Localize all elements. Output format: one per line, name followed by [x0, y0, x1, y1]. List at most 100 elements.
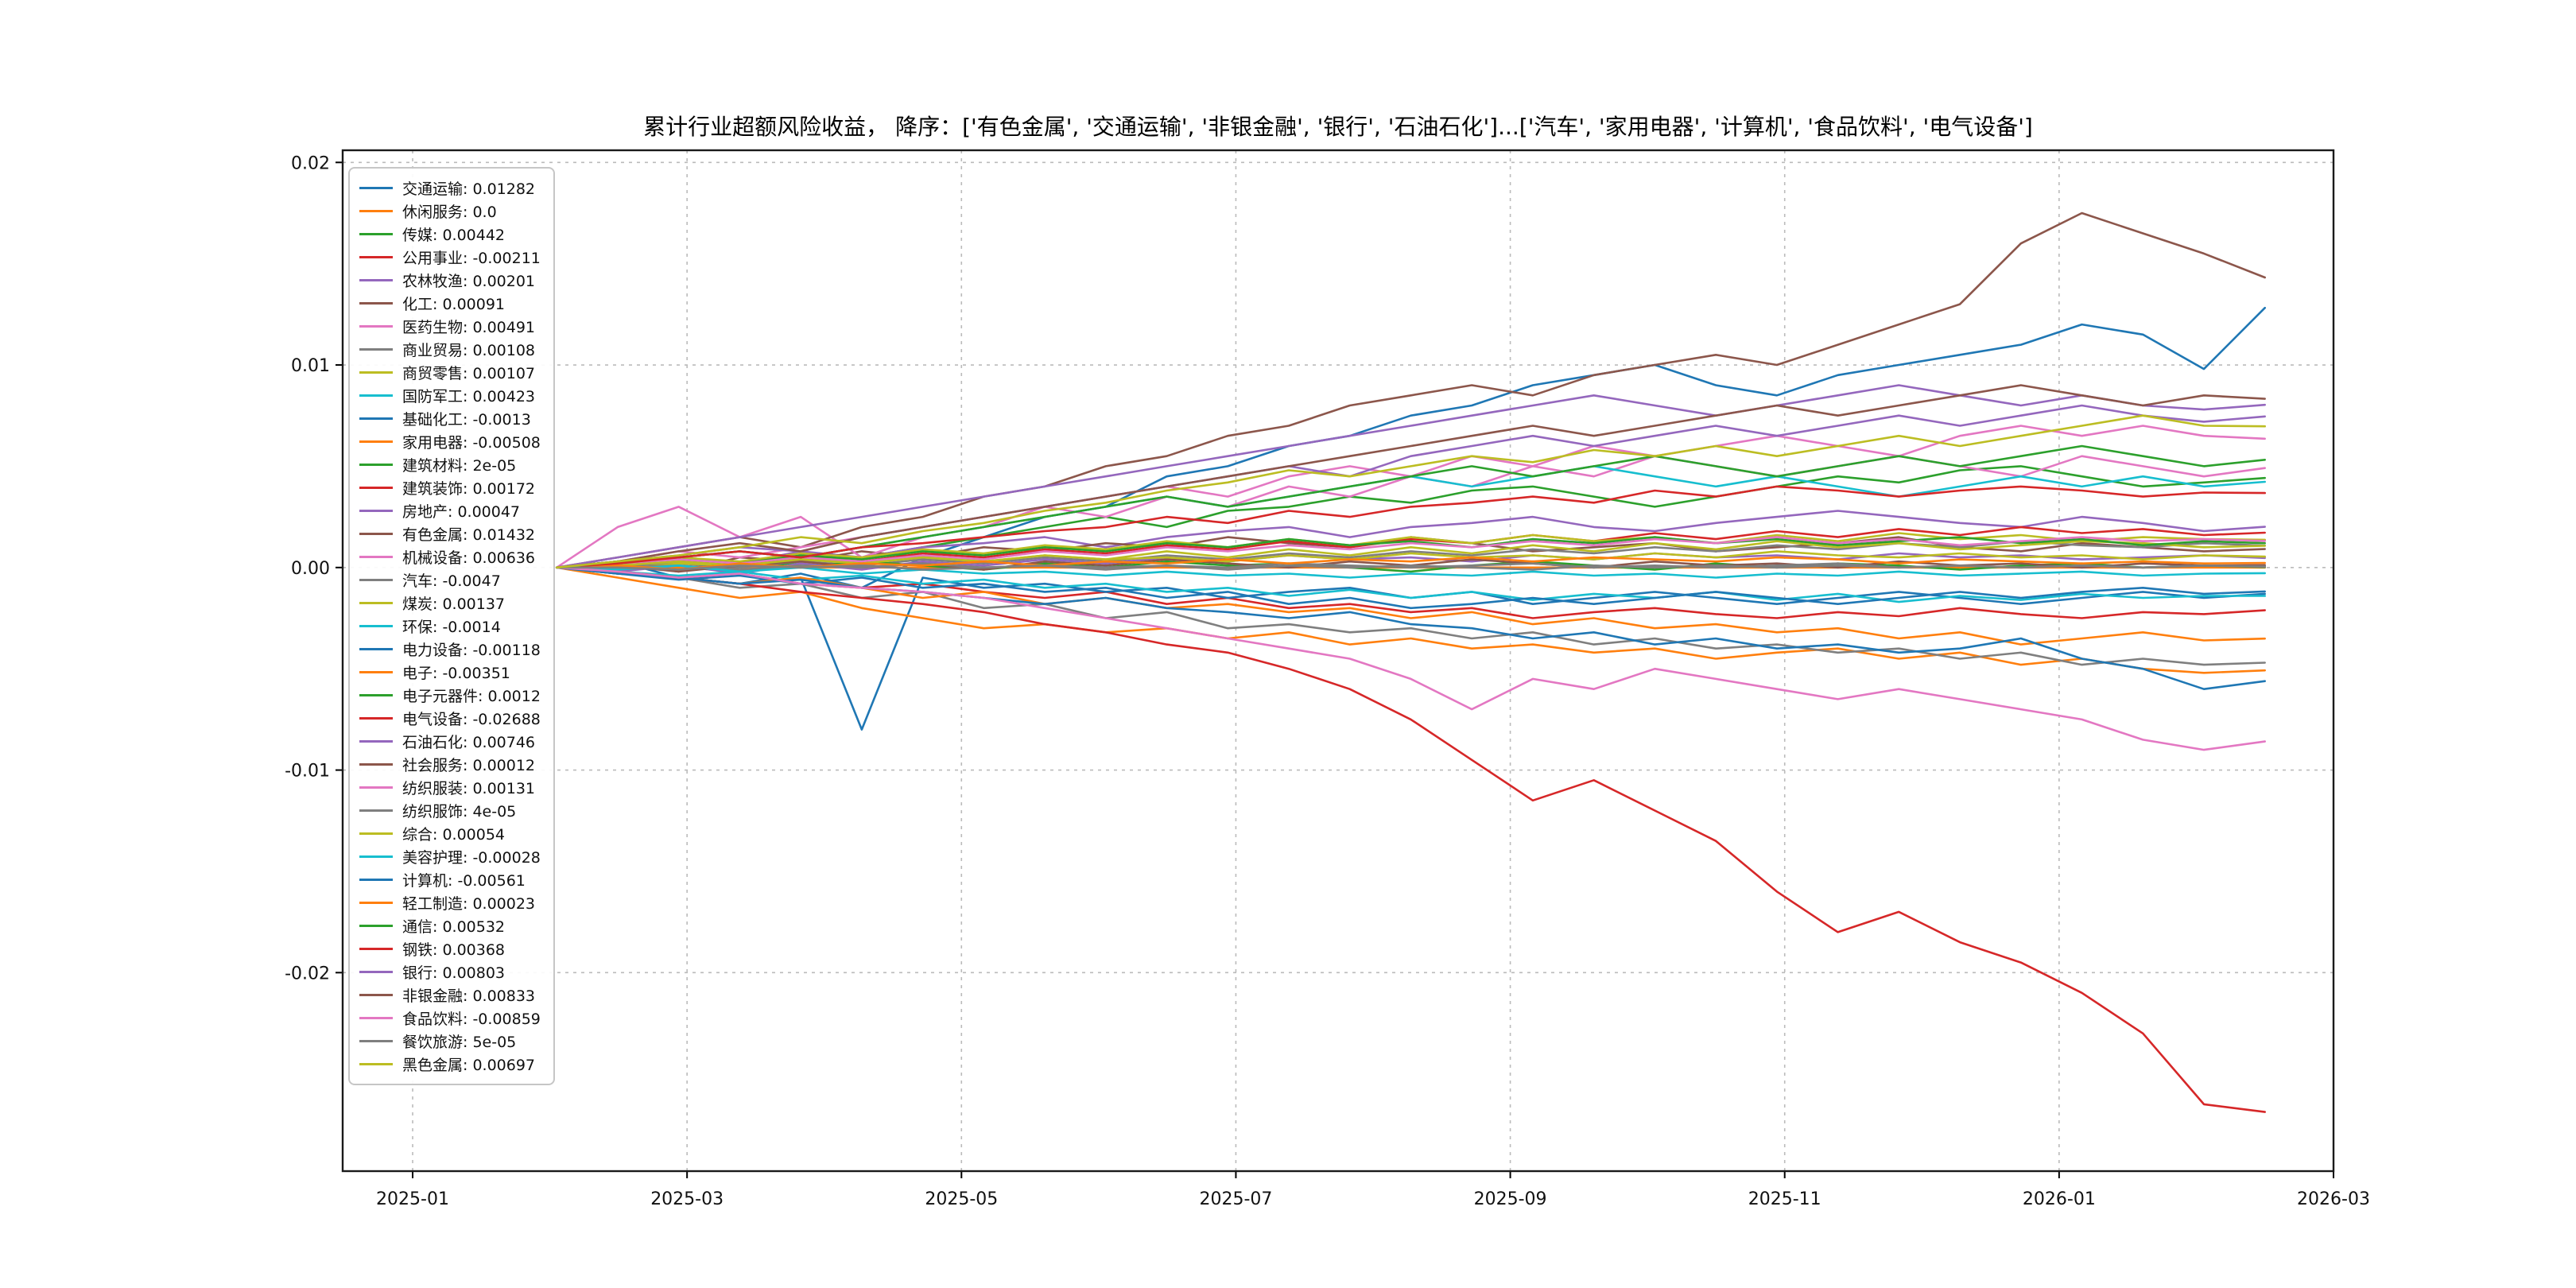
legend-label: 社会服务: 0.00012	[402, 757, 536, 774]
legend-line-swatch	[359, 740, 393, 743]
legend-label: 石油石化: 0.00746	[402, 734, 536, 751]
legend-label: 综合: 0.00054	[402, 826, 506, 844]
series-line-电力设备	[555, 566, 2266, 610]
legend-line-swatch	[359, 994, 393, 996]
legend-item: 国防军工: 0.00423	[359, 384, 541, 407]
axes-border	[341, 149, 2335, 1173]
series-line-纺织服装	[555, 536, 2266, 569]
legend-label: 轻工制造: 0.00023	[402, 895, 536, 913]
legend-line-swatch	[359, 579, 393, 581]
legend-item: 电子元器件: 0.0012	[359, 684, 541, 707]
legend-item: 社会服务: 0.00012	[359, 753, 541, 776]
legend-line-swatch	[359, 533, 393, 535]
legend-line-swatch	[359, 763, 393, 766]
legend-line-swatch	[359, 717, 393, 720]
legend-line-swatch	[359, 902, 393, 904]
y-tick-label: 0.00	[291, 559, 330, 579]
legend-label: 国防军工: 0.00423	[402, 388, 536, 405]
legend-line-swatch	[359, 809, 393, 812]
legend-label: 机械设备: 0.00636	[402, 549, 536, 567]
legend-label: 银行: 0.00803	[402, 964, 506, 982]
legend-line-swatch	[359, 625, 393, 627]
legend-label: 房地产: 0.00047	[402, 503, 521, 521]
legend-line-swatch	[359, 279, 393, 281]
legend-line-swatch	[359, 302, 393, 305]
series-line-建筑材料	[555, 560, 2266, 573]
legend-line-swatch	[359, 694, 393, 696]
series-line-汽车	[555, 566, 2266, 666]
legend-label: 电气设备: -0.02688	[402, 711, 541, 728]
series-line-基础化工	[555, 566, 2266, 731]
legend-item: 食品饮料: -0.00859	[359, 1007, 541, 1030]
legend-line-swatch	[359, 855, 393, 858]
y-tick-label: 0.02	[291, 153, 330, 173]
legend-label: 环保: -0.0014	[402, 619, 501, 636]
legend-label: 美容护理: -0.00028	[402, 849, 541, 867]
legend-item: 钢铁: 0.00368	[359, 937, 541, 960]
x-tick-label: 2025-07	[1199, 1189, 1272, 1209]
legend-line-swatch	[359, 1040, 393, 1042]
series-line-电子元器件	[555, 536, 2266, 569]
legend-line-swatch	[359, 325, 393, 328]
series-line-煤炭	[555, 532, 2266, 569]
x-tick-label: 2026-01	[2023, 1189, 2096, 1209]
legend-item: 纺织服饰: 4e-05	[359, 799, 541, 822]
legend-item: 化工: 0.00091	[359, 292, 541, 315]
legend-label: 建筑材料: 2e-05	[402, 457, 517, 475]
legend-line-swatch	[359, 510, 393, 512]
legend: 交通运输: 0.01282 休闲服务: 0.0 传媒: 0.00442 公用事业: -…	[348, 167, 555, 1085]
legend-item: 建筑装饰: 0.00172	[359, 476, 541, 499]
legend-line-swatch	[359, 1017, 393, 1019]
legend-item: 非银金融: 0.00833	[359, 983, 541, 1007]
series-line-轻工制造	[555, 556, 2266, 571]
legend-item: 电力设备: -0.00118	[359, 638, 541, 661]
legend-label: 通信: 0.00532	[402, 918, 506, 936]
legend-item: 基础化工: -0.0013	[359, 407, 541, 430]
legend-line-swatch	[359, 487, 393, 489]
legend-label: 纺织服装: 0.00131	[402, 780, 536, 797]
chart-title: 累计行业超额风险收益， 降序：['有色金属', '交通运输', '非银金融', …	[643, 114, 2033, 140]
legend-label: 黑色金属: 0.00697	[402, 1057, 536, 1074]
y-tick-label: -0.02	[285, 964, 330, 983]
legend-item: 环保: -0.0014	[359, 615, 541, 638]
x-tick-label: 2025-05	[925, 1189, 998, 1209]
series-line-环保	[555, 566, 2266, 603]
legend-label: 计算机: -0.00561	[402, 872, 526, 890]
legend-item: 电子: -0.00351	[359, 661, 541, 684]
legend-item: 煤炭: 0.00137	[359, 592, 541, 615]
legend-line-swatch	[359, 417, 393, 420]
legend-item: 农林牧渔: 0.00201	[359, 269, 541, 292]
legend-item: 餐饮旅游: 5e-05	[359, 1030, 541, 1053]
legend-line-swatch	[359, 348, 393, 351]
y-tick-label: -0.01	[285, 762, 330, 782]
x-tick-label: 2025-11	[1748, 1189, 1821, 1209]
legend-label: 电子: -0.00351	[402, 665, 510, 682]
legend-line-swatch	[359, 1063, 393, 1065]
legend-label: 汽车: -0.0047	[402, 572, 501, 590]
series-line-交通运输	[555, 306, 2266, 589]
legend-item: 黑色金属: 0.00697	[359, 1053, 541, 1076]
legend-line-swatch	[359, 440, 393, 443]
legend-label: 电子元器件: 0.0012	[402, 688, 541, 705]
legend-line-swatch	[359, 210, 393, 212]
legend-label: 有色金属: 0.01432	[402, 526, 536, 544]
legend-label: 钢铁: 0.00368	[402, 941, 506, 959]
series-line-综合	[555, 550, 2266, 569]
legend-label: 化工: 0.00091	[402, 296, 506, 313]
legend-item: 轻工制造: 0.00023	[359, 891, 541, 914]
legend-item: 传媒: 0.00442	[359, 223, 541, 246]
legend-label: 商贸零售: 0.00107	[402, 365, 536, 382]
series-line-有色金属	[555, 211, 2266, 569]
legend-item: 建筑材料: 2e-05	[359, 453, 541, 476]
legend-label: 非银金融: 0.00833	[402, 987, 536, 1005]
legend-line-swatch	[359, 394, 393, 397]
legend-item: 计算机: -0.00561	[359, 868, 541, 891]
legend-line-swatch	[359, 602, 393, 604]
legend-label: 煤炭: 0.00137	[402, 596, 506, 613]
y-tick-label: 0.01	[291, 356, 330, 376]
series-line-餐饮旅游	[555, 564, 2266, 571]
legend-label: 商业贸易: 0.00108	[402, 342, 536, 359]
legend-line-swatch	[359, 832, 393, 835]
